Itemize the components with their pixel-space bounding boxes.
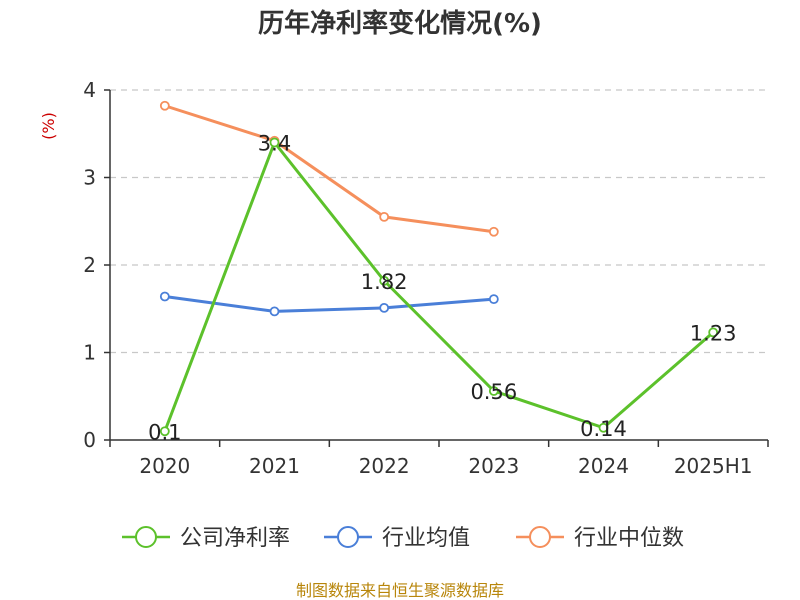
legend-marker-1 <box>337 526 359 548</box>
legend-label-1: 行业均值 <box>382 526 470 551</box>
legend-item-0[interactable]: 公司净利率 <box>122 526 290 551</box>
x-tick-label-2021: 2021 <box>249 454 300 478</box>
series-0-point-2022 <box>379 275 390 286</box>
y-axis-label: (%) <box>39 112 58 140</box>
series-0-point-2024 <box>598 422 609 433</box>
chart-title: 历年净利率变化情况(%) <box>258 8 542 39</box>
series-0-point-2023 <box>488 386 499 396</box>
series-1-point-2020 <box>159 291 170 302</box>
data-label-2022: 1.82 <box>361 270 408 294</box>
series-2-point-2022 <box>379 211 390 222</box>
series-0-point-2020 <box>159 426 170 437</box>
legend-item-1[interactable]: 行业均值 <box>324 526 470 551</box>
data-label-2025H1: 1.23 <box>690 321 737 345</box>
y-tick-label-4: 4 <box>83 78 96 102</box>
data-label-2020: 0.1 <box>148 420 181 444</box>
y-tick-label-2: 2 <box>83 253 96 277</box>
legend[interactable]: 公司净利率 行业均值 行业中位数 <box>122 526 684 551</box>
x-tick-label-2023: 2023 <box>468 454 519 478</box>
series-line-1 <box>164 295 494 313</box>
legend-label-2: 行业中位数 <box>574 526 684 551</box>
series-1-point-2022 <box>379 302 390 313</box>
series-1-point-2023 <box>488 294 499 305</box>
legend-item-2[interactable]: 行业中位数 <box>516 526 684 551</box>
x-tick-label-2025H1: 2025H1 <box>674 454 753 478</box>
y-tick-label-1: 1 <box>83 341 96 365</box>
series-line-2 <box>164 104 495 234</box>
axes: 0 1 2 3 4 2020 2021 2022 2023 2024 2025H1 <box>83 78 769 478</box>
legend-marker-2 <box>529 526 551 548</box>
x-tick-label-2022: 2022 <box>359 454 410 478</box>
x-tick-label-2024: 2024 <box>578 454 629 478</box>
source-note: 制图数据来自恒生聚源数据库 <box>296 581 504 600</box>
series-2-point-2020 <box>159 100 170 111</box>
legend-label-0: 公司净利率 <box>180 526 290 551</box>
data-label-2024: 0.14 <box>580 417 627 441</box>
series-0-point-2021 <box>269 137 280 148</box>
x-tick-label-2020: 2020 <box>139 454 190 478</box>
data-label-2023: 0.56 <box>470 380 517 404</box>
data-labels: 0.1 3.4 1.82 0.56 0.14 1.23 <box>148 132 736 445</box>
series-line-0 <box>163 141 715 432</box>
series-2-point-2023 <box>488 226 499 237</box>
series-group <box>159 100 719 437</box>
y-tick-label-0: 0 <box>83 428 96 452</box>
y-tick-label-3: 3 <box>83 166 96 190</box>
legend-marker-0 <box>135 526 157 548</box>
data-label-2021: 3.4 <box>258 132 291 156</box>
series-1-point-2021 <box>269 306 280 317</box>
series-0-point-2025H1 <box>708 327 719 338</box>
